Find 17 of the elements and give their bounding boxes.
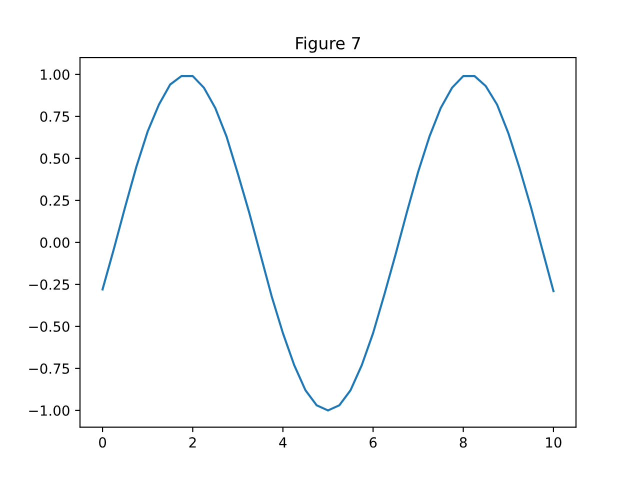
y-tick-label: 0.75 <box>40 111 70 122</box>
x-tick-label: 2 <box>189 437 196 448</box>
x-tick-label: 6 <box>370 437 377 448</box>
y-tick-label: 1.00 <box>40 69 70 80</box>
y-tick-label: 0.00 <box>40 237 70 248</box>
x-tick-label: 8 <box>460 437 467 448</box>
x-tick-label: 10 <box>546 437 562 448</box>
chart-title: Figure 7 <box>296 36 360 53</box>
x-tick-label: 0 <box>99 437 106 448</box>
y-tick-label: −1.00 <box>29 405 70 416</box>
y-tick-label: −0.25 <box>29 279 70 290</box>
line-series <box>102 75 554 412</box>
y-tick-label: 0.25 <box>40 195 70 206</box>
x-tick-label: 4 <box>279 437 287 448</box>
y-tick-label: −0.75 <box>29 363 70 374</box>
y-tick-label: −0.50 <box>29 321 70 332</box>
y-tick-label: 0.50 <box>40 153 70 164</box>
